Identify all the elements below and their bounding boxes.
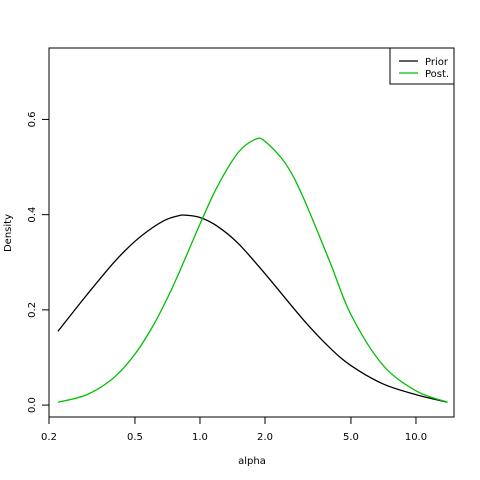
series-line-post bbox=[57, 137, 448, 403]
series-layer bbox=[57, 137, 448, 403]
y-tick-label: 0.2 bbox=[27, 302, 38, 318]
x-tick-label: 5.0 bbox=[343, 432, 359, 443]
y-tick-label: 0.6 bbox=[27, 111, 38, 127]
x-tick-label: 0.5 bbox=[127, 432, 143, 443]
plot-frame bbox=[48, 47, 455, 418]
legend: Prior Post. bbox=[389, 47, 455, 85]
x-tick-label: 0.2 bbox=[41, 432, 57, 443]
legend-label-posterior: Post. bbox=[425, 69, 449, 80]
y-axis: 0.0 0.2 0.4 0.6 bbox=[27, 111, 50, 413]
x-tick-label: 10.0 bbox=[405, 432, 427, 443]
x-axis: 0.2 0.5 1.0 2.0 5.0 10.0 bbox=[41, 416, 427, 443]
y-axis-title: Density bbox=[3, 214, 14, 252]
series-line-prior bbox=[57, 214, 448, 403]
y-tick-label: 0.4 bbox=[27, 207, 38, 223]
x-tick-label: 1.0 bbox=[192, 432, 208, 443]
x-axis-title: alpha bbox=[238, 456, 266, 467]
y-tick-label: 0.0 bbox=[27, 397, 38, 413]
x-tick-label: 2.0 bbox=[257, 432, 273, 443]
legend-box bbox=[389, 47, 455, 85]
legend-label-prior: Prior bbox=[425, 57, 449, 68]
